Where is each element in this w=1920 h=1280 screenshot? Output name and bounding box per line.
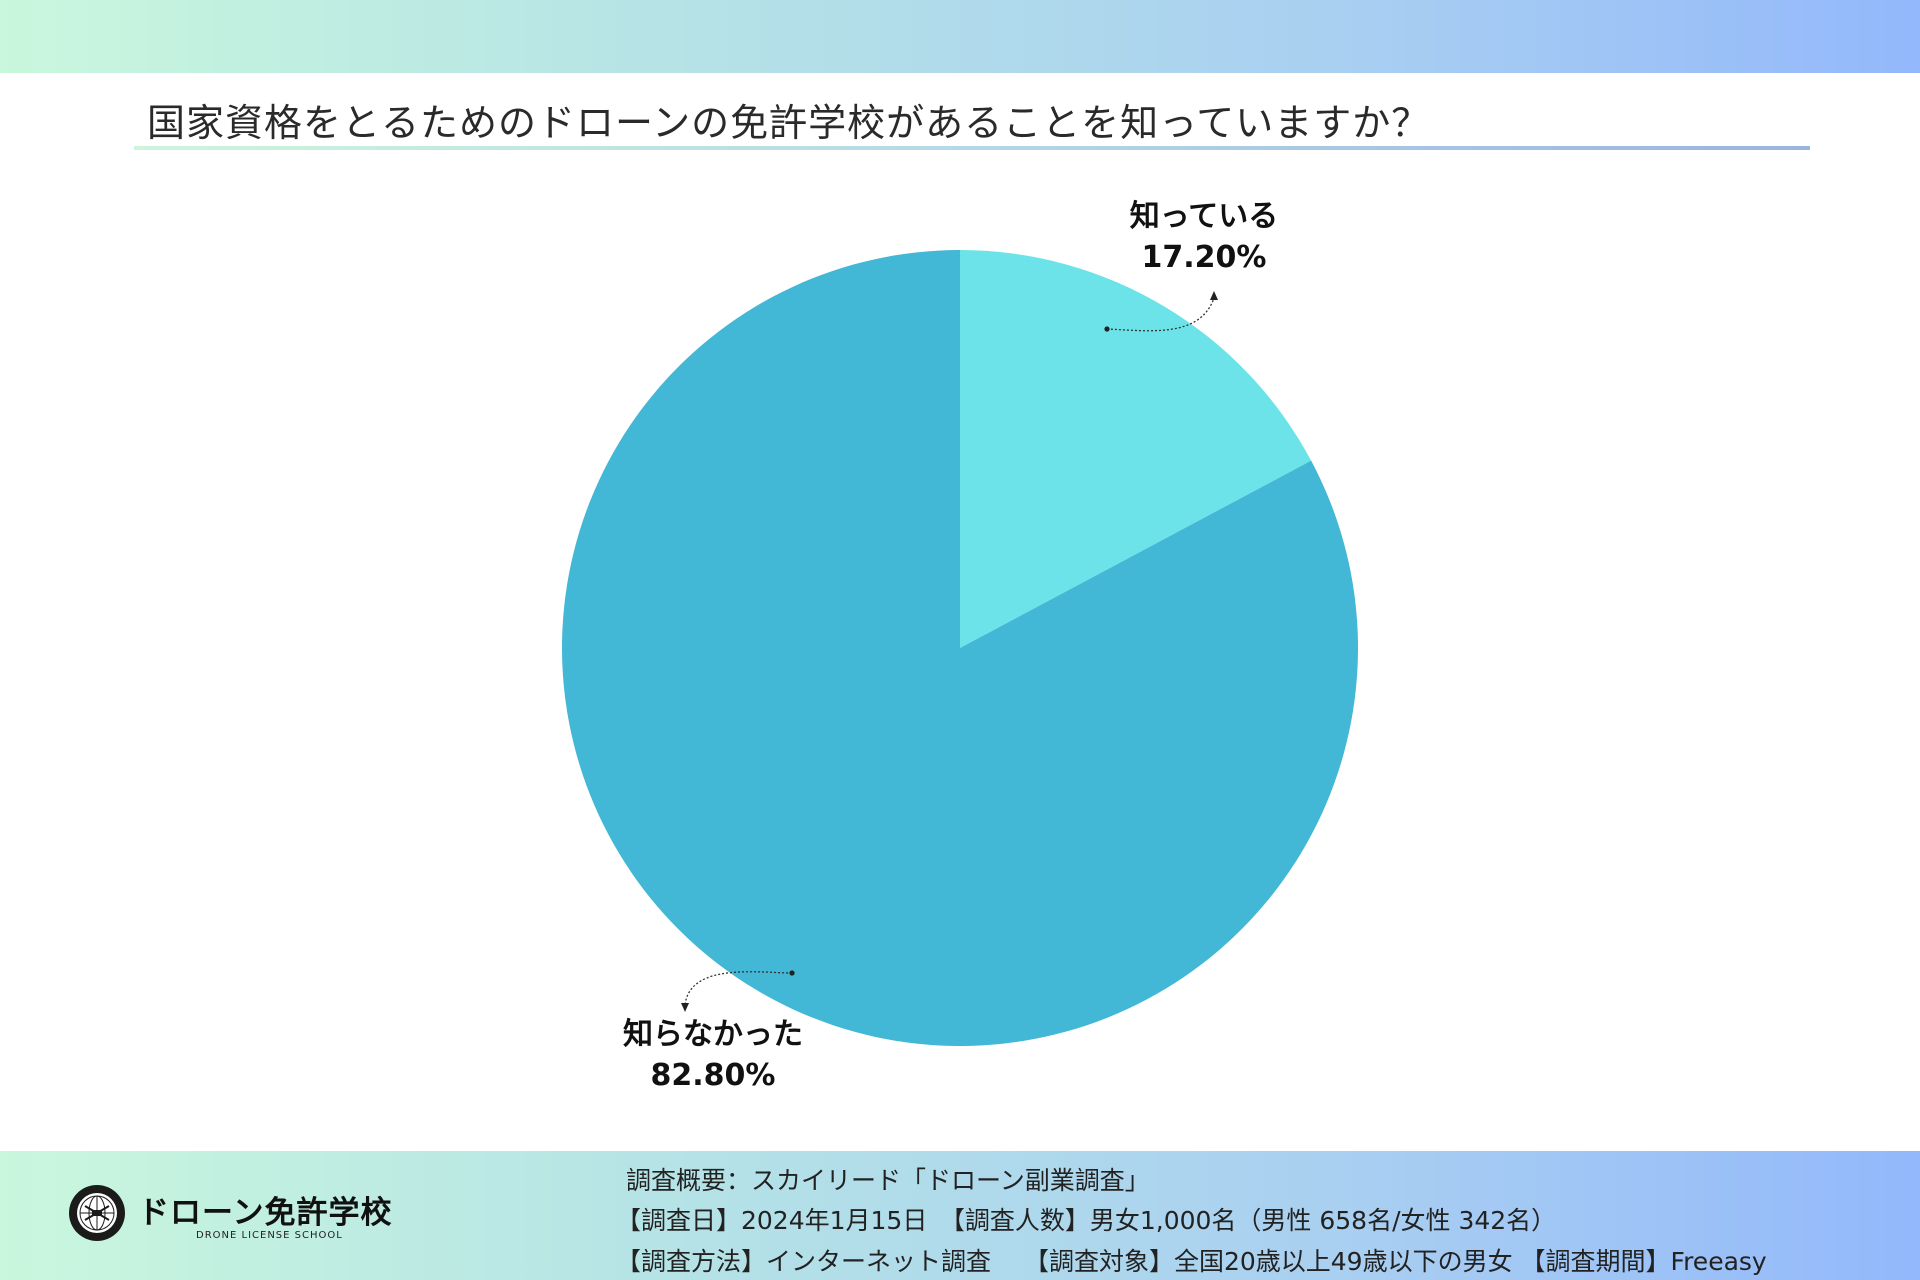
top-gradient-band	[0, 0, 1920, 73]
pie-chart	[561, 250, 1358, 1046]
survey-date-count: 【調査日】2024年1月15日 【調査人数】男女1,000名（男性 658名/女…	[616, 1206, 1557, 1235]
drone-logo-icon	[69, 1185, 125, 1241]
brand-logo: ドローン免許学校 DRONE LICENSE SCHOOL	[68, 1184, 488, 1254]
title-underline	[134, 146, 1810, 150]
footer-band: ドローン免許学校 DRONE LICENSE SCHOOL 調査概要：スカイリー…	[0, 1151, 1920, 1280]
leader-line-unknown	[681, 970, 795, 1012]
slice-category-known: 知っている	[1129, 199, 1279, 234]
slice-value-unknown: 82.80%	[650, 1058, 776, 1093]
survey-overview: 調査概要：スカイリード「ドローン副業調査」	[626, 1166, 1150, 1195]
pie-slices	[561, 250, 1358, 1046]
slice-label-known: 知っている 17.20%	[1104, 196, 1304, 278]
survey-method-target: 【調査方法】インターネット調査 【調査対象】全国20歳以上49歳以下の男女 【調…	[616, 1247, 1767, 1276]
pie-slice-known	[960, 250, 1312, 648]
brand-name: ドローン免許学校	[138, 1195, 393, 1231]
leader-lines	[681, 291, 1218, 1012]
brand-subtitle: DRONE LICENSE SCHOOL	[196, 1230, 343, 1241]
chart-title: 国家資格をとるためのドローンの免許学校があることを知っていますか？	[147, 101, 1431, 145]
leader-line-known	[1104, 291, 1218, 332]
slice-value-known: 17.20%	[1141, 240, 1267, 275]
slice-label-unknown: 知らなかった 82.80%	[603, 1014, 823, 1096]
pie-slice-unknown	[561, 250, 1358, 1046]
slice-category-unknown: 知らなかった	[623, 1017, 803, 1052]
